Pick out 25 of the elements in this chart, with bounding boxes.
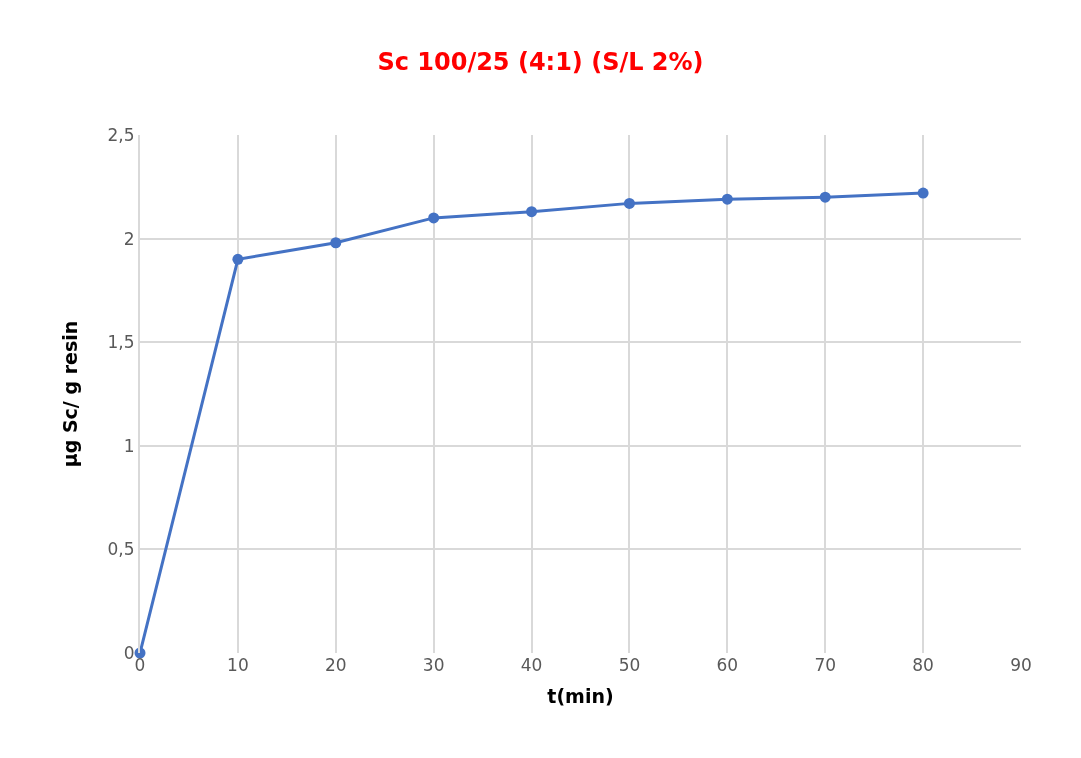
y-tick-label: 0,5 bbox=[107, 539, 135, 560]
y-tick-label: 1,5 bbox=[107, 332, 135, 353]
chart-title: Sc 100/25 (4:1) (S/L 2%) bbox=[377, 47, 704, 76]
x-axis-title: t(min) bbox=[547, 684, 614, 707]
point bbox=[819, 191, 831, 203]
y-tick-label: 2,5 bbox=[107, 124, 135, 145]
point bbox=[917, 187, 929, 199]
point bbox=[526, 206, 538, 218]
x-tick-label: 90 bbox=[1010, 655, 1032, 675]
x-tick-label: 60 bbox=[716, 655, 739, 675]
x-tick-label: 10 bbox=[227, 655, 249, 675]
point bbox=[232, 253, 244, 265]
x-tick-label: 80 bbox=[912, 655, 934, 675]
x-tick-label: 30 bbox=[422, 655, 445, 675]
x-tick-label: 40 bbox=[520, 655, 543, 675]
point bbox=[428, 212, 440, 224]
point bbox=[330, 237, 342, 249]
y-tick-label: 1 bbox=[123, 435, 135, 456]
x-tick-label: 50 bbox=[618, 655, 641, 675]
point bbox=[623, 197, 635, 209]
point bbox=[721, 193, 733, 205]
y-axis-title: µg Sc/ g resin bbox=[58, 320, 81, 468]
x-tick-label: 70 bbox=[814, 655, 837, 675]
x-tick-label: 20 bbox=[324, 655, 347, 675]
y-tick-label: 2 bbox=[123, 228, 135, 249]
